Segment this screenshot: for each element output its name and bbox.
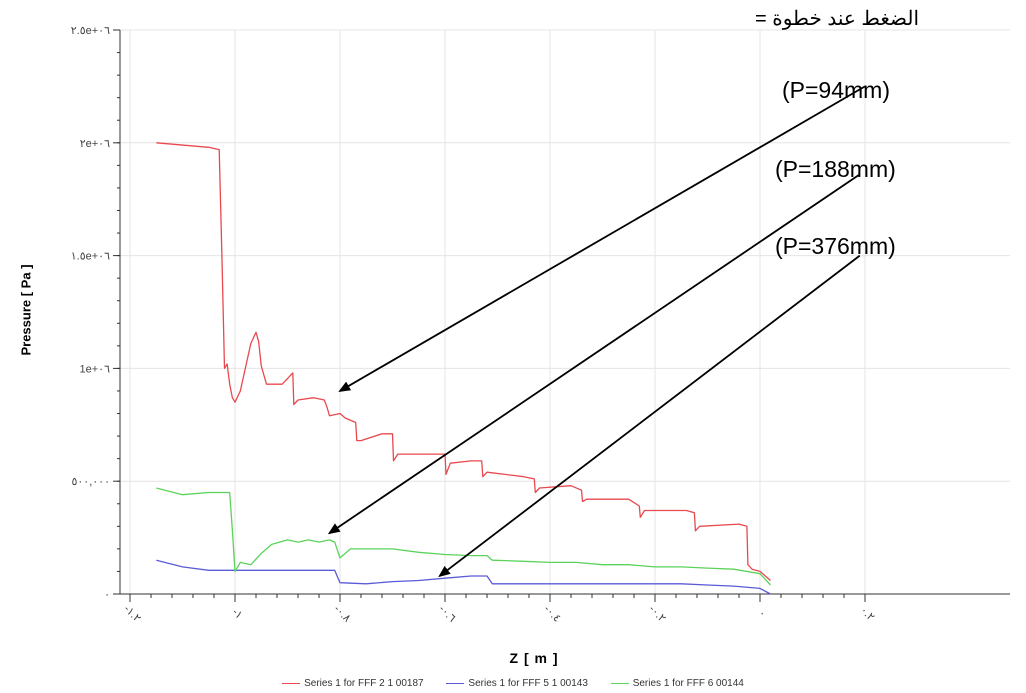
series-line-1 [156, 142, 771, 581]
legend-item-3: Series 1 for FFF 6 00144 [610, 678, 744, 689]
legend-item-2: Series 1 for FFF 5 1 00143 [446, 678, 588, 689]
axes: ٠ ٥٠٠,٠٠٠ 1e+٠٦ ١.٥e+٠٦ ٢e+٠٦ ٢.٥e+٠٦ -١.٢ -١ -٠… [71, 25, 1010, 625]
series-group [156, 142, 771, 595]
annotation-arrows [327, 85, 866, 578]
series-line-2 [156, 559, 771, 595]
y-tick-label-4: ٢e+٠٦ [80, 138, 110, 150]
legend-label-2: Series 1 for FFF 5 1 00143 [468, 678, 588, 689]
legend-label-1: Series 1 for FFF 2 1 00187 [304, 678, 424, 689]
series-line-3 [156, 487, 771, 586]
annotation-title: الضغط عند خطوة = [755, 8, 920, 30]
x-axis-label: Z [ m ] [509, 650, 559, 666]
legend-swatch-1 [282, 682, 301, 684]
legend-swatch-3 [610, 682, 629, 684]
x-tick-label-1: -١ [229, 606, 244, 621]
annotation-arrow-2 [327, 173, 861, 535]
annotation-p188: (P=188mm) [775, 156, 896, 182]
x-tick-label-6: ٠ [756, 608, 769, 621]
legend-item-1: Series 1 for FFF 2 1 00187 [282, 678, 424, 689]
y-tick-label-0: ٠ [104, 589, 110, 601]
x-tick-label-7: ٠.٢ [858, 604, 877, 623]
annotation-p376: (P=376mm) [775, 233, 896, 259]
grid [120, 29, 1010, 595]
x-tick-label-0: -١.٢ [121, 603, 143, 625]
y-tick-label-3: ١.٥e+٠٦ [71, 251, 110, 263]
x-tick-label-3: -٠.٦ [436, 603, 458, 625]
x-tick-label-2: -٠.٨ [331, 603, 353, 625]
annotation-arrow-1 [338, 85, 866, 392]
y-tick-label-1: ٥٠٠,٠٠٠ [71, 476, 110, 488]
y-axis-label: Pressure [ Pa ] [18, 264, 34, 356]
legend-label-3: Series 1 for FFF 6 00144 [632, 678, 744, 689]
y-tick-label-2: 1e+٠٦ [80, 363, 111, 375]
x-tick-label-4: -٠.٤ [541, 603, 563, 625]
annotation-p94: (P=94mm) [782, 77, 890, 103]
y-tick-label-5: ٢.٥e+٠٦ [71, 25, 110, 37]
legend: Series 1 for FFF 2 1 00187 Series 1 for … [0, 678, 1026, 689]
legend-swatch-2 [446, 682, 465, 684]
annotation-arrow-3 [438, 254, 861, 578]
x-tick-label-5: -٠.٢ [646, 603, 668, 625]
